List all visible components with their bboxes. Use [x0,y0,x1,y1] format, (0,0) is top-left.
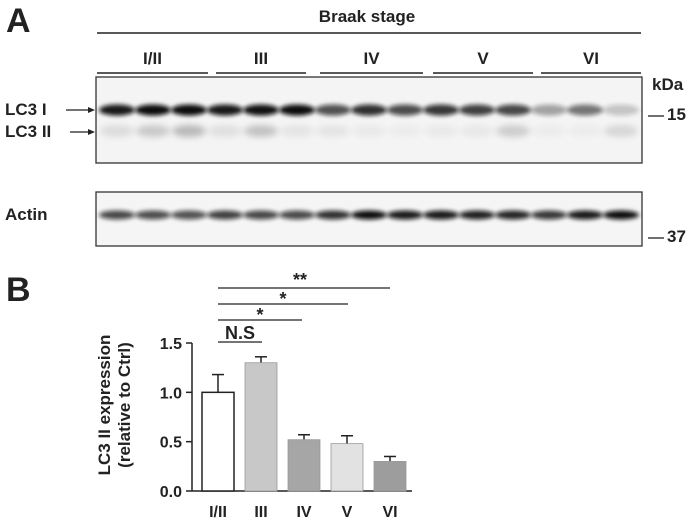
sig-label-vi: ** [293,270,307,290]
stage-label-i-ii: I/II [143,49,162,68]
lc3-1-band [387,104,423,116]
lc3-2-arrowhead [88,129,95,135]
y-tick-label: 0.5 [160,435,182,452]
marker-37-label: 37 [667,227,686,246]
x-tick-label-i-ii: I/II [209,504,227,521]
bar-iii [244,362,278,492]
sig-label-v: * [279,289,286,309]
y-axis-title-line1: LC3 II expression [95,335,114,476]
lc3-2-band [100,125,134,137]
actin-band [567,210,603,220]
lc3-1-band [279,104,315,116]
lc3-2-label: LC3 II [5,122,51,141]
lc3-2-band [532,125,566,137]
stage-label-iv: IV [363,49,380,68]
x-tick-label-iv: IV [296,504,311,521]
stage-label-iii: III [254,49,268,68]
actin-band [423,210,459,220]
lc3-1-band [243,104,279,116]
x-tick-label-vi: VI [382,504,397,521]
x-tick-label-iii: III [254,504,267,521]
lc3-blot [95,76,643,164]
x-tick-label-v: V [342,504,353,521]
lc3-2-band [604,125,638,137]
lc3-2-band [136,125,170,137]
y-tick-label: 0.0 [160,484,182,501]
actin-band [315,210,351,220]
actin-band [135,210,171,220]
actin-blot [95,191,643,247]
lc3-1-band [495,104,531,116]
actin-band [459,210,495,220]
stage-label-v: V [477,49,489,68]
actin-label: Actin [5,205,48,224]
actin-band [603,210,639,220]
actin-band [243,210,279,220]
bar-vi [373,460,407,492]
actin-band [99,210,135,220]
sig-label-iii: N.S [225,323,255,343]
lc3-1-band [567,104,603,116]
lc3-1-band [603,104,639,116]
lc3-2-band [424,125,458,137]
y-tick-label: 1.5 [160,336,182,353]
y-axis-title: LC3 II expression (relative to Ctrl) [95,335,134,476]
lc3-2-band [244,125,278,137]
sig-label-iv: * [256,305,263,325]
lc3-2-band [208,125,242,137]
panel-b-letter: B [6,271,31,309]
lc3-2-band [460,125,494,137]
lc3-1-band [99,104,135,116]
lc3-1-label: LC3 I [5,100,47,119]
lc3-bands [99,104,639,137]
lc3-2-band [316,125,350,137]
actin-band [495,210,531,220]
kda-label: kDa [652,75,684,94]
actin-band [387,210,423,220]
lc3-1-band [423,104,459,116]
significance-brackets: ** * * N.S [218,270,390,343]
lc3-1-band [171,104,207,116]
stage-label-vi: VI [583,49,599,68]
y-axis-title-line2: (relative to Ctrl) [115,342,134,468]
lc3-1-band [351,104,387,116]
lc3-1-band [207,104,243,116]
lc3-blot-frame [95,76,643,164]
actin-band [351,210,387,220]
lc3-2-band [280,125,314,137]
actin-band [171,210,207,220]
braak-stage-title: Braak stage [319,7,415,26]
lc3-2-band [388,125,422,137]
actin-band [531,210,567,220]
actin-band [279,210,315,220]
lc3-1-band [135,104,171,116]
bar-iv [287,439,321,492]
lc3-2-band [496,125,530,137]
actin-bands [99,210,639,220]
lc3-2-band [352,125,386,137]
marker-15-label: 15 [667,105,686,124]
y-tick-label: 1.0 [160,385,182,402]
bar-v [330,443,364,492]
stage-headers: I/II III IV V VI [97,49,641,74]
lc3-2-band [568,125,602,137]
lc3-1-arrowhead [88,107,95,113]
lc3-1-band [531,104,567,116]
lc3-1-band [315,104,351,116]
actin-band [207,210,243,220]
bar-chart: 0.0 0.5 1.0 1.5 I/II III IV V VI [160,336,412,521]
lc3-1-band [459,104,495,116]
panel-a-letter: A [6,2,31,40]
lc3-2-band [172,125,206,137]
bar-i-ii [201,391,235,492]
